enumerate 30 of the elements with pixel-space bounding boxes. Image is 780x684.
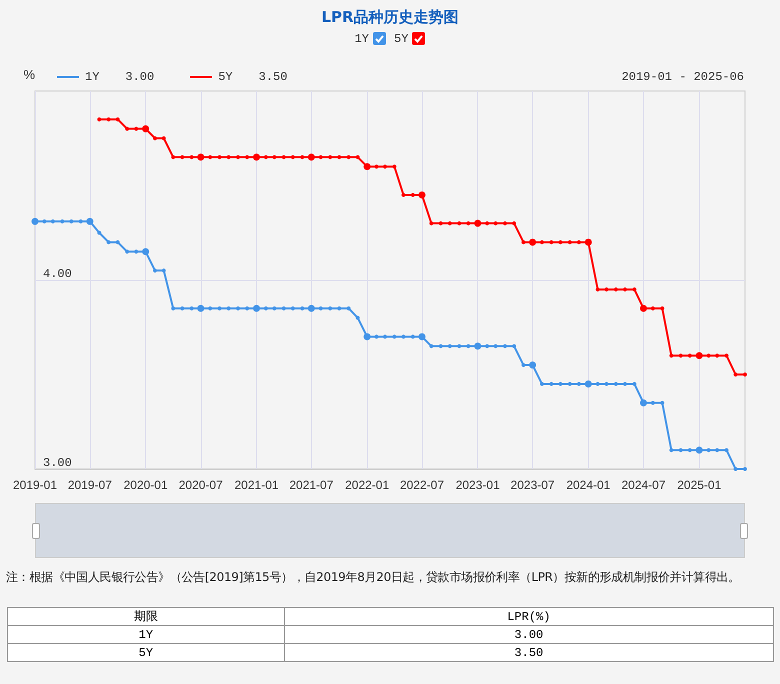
- x-tick-label: 2020-01: [124, 478, 168, 492]
- text: 5Y: [138, 646, 154, 660]
- text: 注：根据《中国人民银行公告》（公告[2019]第15号），自2019年8月20日起，贷款市场报价利率（LPR）按新的形成机制报价并计算得出。: [6, 569, 741, 586]
- x-tick-label: 2024-07: [621, 478, 666, 492]
- x-tick-label: 2020-07: [178, 478, 224, 492]
- x-tick-label: 2019-07: [68, 478, 112, 492]
- x-tick-label: 2024-01: [566, 478, 611, 492]
- legend-label: 5Y: [218, 70, 233, 84]
- text: LPR(%): [284, 608, 774, 626]
- text: 3.50: [514, 646, 544, 660]
- legend-label: 1Y: [85, 70, 100, 84]
- x-tick-label: 2022-01: [345, 478, 390, 492]
- x-tick-label: 2019-01: [12, 478, 58, 492]
- text: 5Y: [394, 32, 408, 46]
- y-axis-title: %: [23, 67, 36, 82]
- x-tick-label: 2021-01: [234, 478, 279, 492]
- text: 3.00: [514, 628, 544, 642]
- chart-title: LPR品种历史走势图: [320, 8, 460, 27]
- text: 期限: [8, 608, 284, 626]
- x-tick-label: 2025-01: [677, 478, 722, 492]
- text: 3.50: [258, 70, 288, 84]
- text: 3.00: [125, 70, 154, 84]
- x-tick-label: 2022-07: [400, 478, 444, 492]
- text: 1Y: [354, 32, 369, 46]
- x-tick-label: 2023-07: [510, 478, 555, 492]
- x-tick-label: 2021-07: [289, 478, 334, 492]
- text: 1Y: [138, 628, 154, 642]
- x-tick-label: 2023-01: [456, 478, 500, 492]
- y-tick-label: 4.00: [43, 267, 72, 281]
- text: 2019-01 - 2025-06: [622, 70, 744, 84]
